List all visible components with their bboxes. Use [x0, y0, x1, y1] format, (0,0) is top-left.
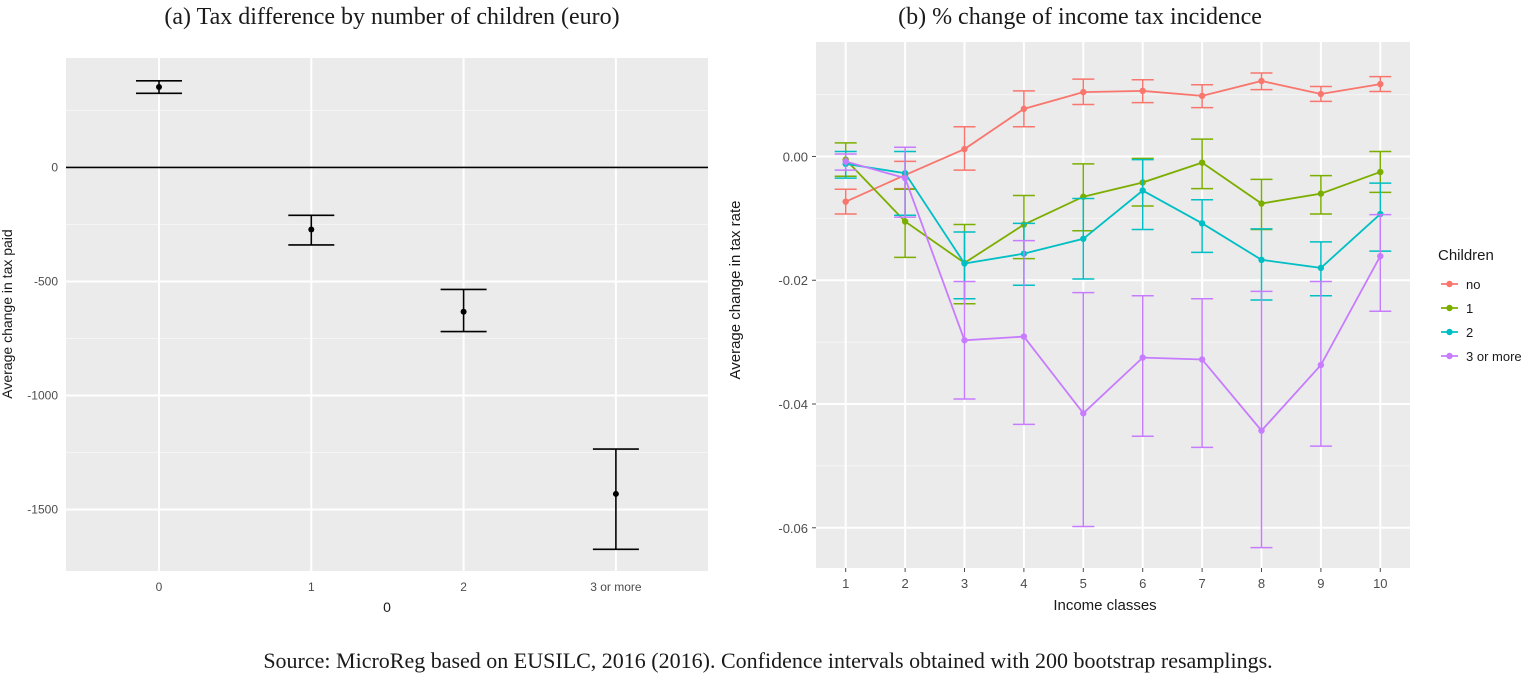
chart-b-title: (b) % change of income tax incidence — [898, 4, 1262, 30]
series-point — [901, 174, 909, 182]
chart-b-xtick-label: 10 — [1373, 576, 1387, 591]
series-point — [1258, 200, 1265, 207]
chart-a-xtick-label: 0 — [156, 580, 163, 594]
chart-a-plot-bg — [66, 58, 708, 571]
series-point — [1258, 427, 1265, 434]
legend-key-point — [1446, 280, 1453, 288]
series-point — [842, 158, 849, 165]
series-line — [845, 163, 1381, 269]
chart-a-marks — [66, 80, 708, 551]
chart-a-xlabel: 0 — [383, 599, 391, 615]
chart-a-xtick-label: 1 — [308, 580, 315, 594]
series-point — [1080, 88, 1087, 96]
chart-b-xtick-label: 4 — [1020, 576, 1027, 591]
chart-b-xtick-label: 2 — [901, 576, 908, 591]
legend-key-point — [1446, 328, 1453, 336]
series-point — [1317, 361, 1325, 369]
series-point — [1198, 220, 1206, 227]
chart-b-xtick-label: 7 — [1198, 576, 1205, 591]
chart-b-plot-bg — [816, 42, 1410, 568]
series-point — [1258, 256, 1265, 264]
chart-a-ytick-label: 0 — [51, 160, 58, 174]
series-point — [1139, 187, 1146, 194]
series-point — [961, 260, 968, 267]
series-point — [1020, 333, 1028, 340]
chart-a-ytick-label: -1000 — [27, 388, 58, 402]
chart-b-ytick-label: 0.00 — [783, 149, 808, 164]
source-caption: Source: MicroReg based on EUSILC, 2016 (… — [263, 648, 1272, 673]
legend-key-point — [1446, 304, 1453, 312]
series-point — [1198, 159, 1206, 166]
chart-a-ytick-label: -500 — [34, 274, 58, 288]
series-point — [961, 337, 968, 344]
series-point — [1258, 77, 1265, 85]
legend-label: 3 or more — [1466, 349, 1522, 364]
series-point — [1317, 90, 1325, 98]
chart-a-xtick-label: 2 — [460, 580, 467, 594]
legend-key-point — [1446, 352, 1453, 360]
series-point — [901, 218, 909, 225]
series-line — [845, 158, 1381, 265]
chart-b-ytick-label: -0.04 — [778, 397, 808, 412]
chart-a-ytick-label: -1500 — [27, 502, 58, 516]
series-point — [1377, 168, 1384, 176]
chart-b-ytick-label: -0.06 — [778, 521, 808, 536]
series-point — [1198, 356, 1206, 363]
chart-b-ylabel: Average change in tax rate — [727, 200, 744, 379]
series-point — [1377, 80, 1384, 88]
legend-title: Children — [1438, 247, 1494, 264]
chart-a-point — [460, 308, 467, 315]
series-point — [1020, 105, 1028, 113]
chart-b-marks — [834, 72, 1392, 549]
legend-label: 1 — [1466, 301, 1473, 316]
series-point — [842, 198, 849, 205]
series-3-or-more — [834, 146, 1392, 549]
series-point — [1317, 264, 1325, 272]
chart-b-xtick-label: 5 — [1080, 576, 1087, 591]
chart-b-xtick-label: 8 — [1258, 576, 1265, 591]
chart-b-xtick-label: 3 — [961, 576, 968, 591]
chart-a-ylabel: Average change in tax paid — [0, 229, 15, 398]
chart-a-point — [308, 226, 315, 233]
series-point — [1139, 87, 1146, 95]
series-point — [1139, 354, 1146, 361]
chart-b-legend: Children no 1 2 3 or more — [1438, 247, 1522, 364]
chart-a-point — [156, 83, 162, 90]
series-line — [845, 160, 1382, 432]
series-point — [961, 145, 968, 153]
chart-b-ticks: 0.00 -0.02 -0.04 -0.06 1 2 3 4 5 6 7 8 9 10 — [778, 149, 1387, 591]
chart-b-xtick-label: 9 — [1317, 576, 1324, 591]
chart-a-xtick-label: 3 or more — [590, 580, 642, 594]
series-point — [1198, 92, 1206, 100]
chart-a-ticks: 0 -500 -1000 -1500 0 1 2 3 or more — [27, 160, 642, 594]
chart-a-title: (a) Tax difference by number of children… — [164, 4, 619, 30]
legend-label: no — [1466, 277, 1480, 292]
chart-a-point — [612, 490, 619, 497]
series-point — [1317, 190, 1325, 197]
series-point — [1080, 235, 1087, 242]
chart-b-ytick-label: -0.02 — [778, 273, 808, 288]
series-point — [1377, 252, 1384, 260]
series-point — [1080, 410, 1087, 417]
series-line — [845, 80, 1381, 203]
chart-b-xlabel: Income classes — [1053, 597, 1156, 614]
chart-b: 0.00 -0.02 -0.04 -0.06 1 2 3 4 5 6 7 8 9 10 Income cl… — [727, 42, 1522, 614]
chart-b-xtick-label: 6 — [1139, 576, 1146, 591]
chart-a: 0 -500 -1000 -1500 0 1 2 3 or more 0 Average ch… — [0, 58, 708, 615]
chart-b-xtick-label: 1 — [842, 576, 849, 591]
legend-label: 2 — [1466, 325, 1473, 340]
